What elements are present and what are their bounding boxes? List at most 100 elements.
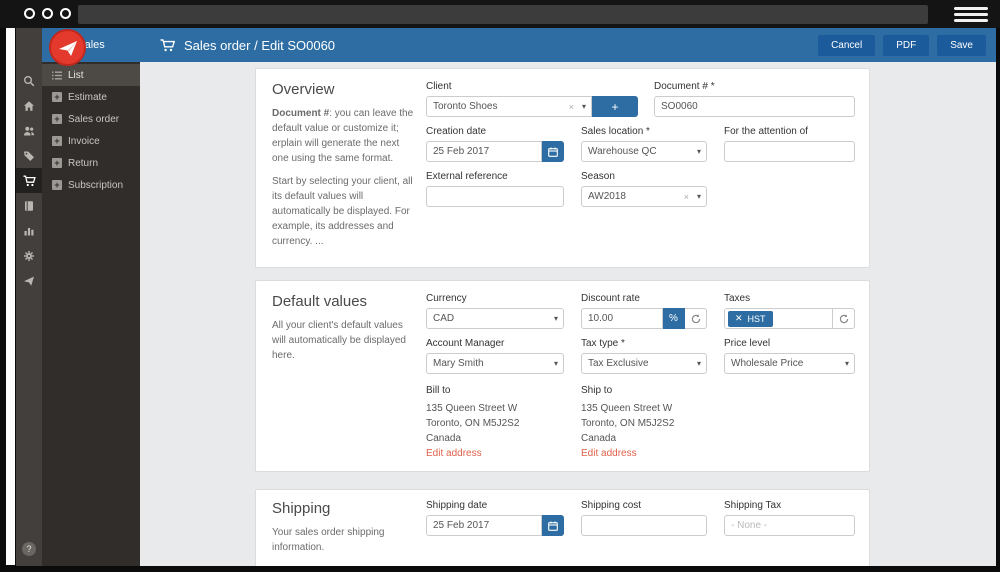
shipping-cost-input[interactable] [581, 515, 707, 536]
tax-chip[interactable]: ✕ HST [728, 310, 773, 327]
edit-bill-address-link[interactable]: Edit address [426, 448, 482, 459]
erplain-logo-icon[interactable] [49, 29, 86, 66]
products-tag-icon[interactable] [16, 143, 42, 168]
shipping-tax-input[interactable] [724, 515, 855, 536]
sidebar-item[interactable]: + Subscription [42, 174, 140, 196]
plus-square-icon: + [52, 114, 62, 124]
edit-ship-address-link[interactable]: Edit address [581, 448, 637, 459]
home-icon[interactable] [16, 93, 42, 118]
page-title: Sales order / Edit SO0060 [184, 37, 336, 53]
chevron-down-icon: ▾ [553, 359, 558, 368]
sidebar-menu: List + Estimate + Sales order [42, 62, 140, 196]
search-icon[interactable] [16, 68, 42, 93]
sales-location-select[interactable]: Warehouse QC ▾ [581, 141, 707, 162]
breadcrumb: Sales order / Edit SO0060 [160, 38, 335, 53]
document-number-input[interactable] [654, 96, 855, 117]
percent-button[interactable]: % [663, 308, 685, 329]
chevron-down-icon: ▾ [581, 102, 586, 111]
browser-topbar [0, 0, 1000, 28]
address-bar[interactable] [78, 5, 928, 24]
creation-date-label: Creation date [426, 126, 487, 137]
help-button[interactable]: ? [16, 542, 42, 556]
default-values-help: All your client's default values will au… [272, 320, 406, 361]
sidebar-item-label: Subscription [68, 179, 124, 191]
discount-rate-label: Discount rate [581, 293, 640, 304]
calendar-icon[interactable] [542, 515, 564, 536]
sidebar-item-label: Sales order [68, 113, 120, 125]
currency-select[interactable]: CAD ▾ [426, 308, 564, 329]
sales-cart-icon[interactable] [16, 168, 42, 193]
default-values-title: Default values [272, 293, 368, 310]
clear-icon[interactable]: × [683, 191, 689, 202]
external-reference-label: External reference [426, 171, 508, 182]
list-icon [52, 70, 62, 80]
account-manager-select[interactable]: Mary Smith ▾ [426, 353, 564, 374]
hamburger-menu-icon[interactable] [954, 5, 988, 24]
pdf-button[interactable]: PDF [883, 34, 930, 56]
attention-input[interactable] [724, 141, 855, 162]
contacts-icon[interactable] [16, 118, 42, 143]
sales-location-label: Sales location * [581, 126, 650, 137]
cancel-button[interactable]: Cancel [818, 34, 876, 56]
taxes-label: Taxes [724, 293, 751, 304]
chevron-down-icon: ▾ [696, 192, 701, 201]
chevron-down-icon: ▾ [844, 359, 849, 368]
sidebar-item[interactable]: + Estimate [42, 86, 140, 108]
plus-square-icon: + [52, 180, 62, 190]
shipping-card: Shipping Your sales order shipping infor… [255, 489, 870, 566]
shipping-title: Shipping [272, 500, 331, 517]
window-minimize-button[interactable] [42, 8, 53, 19]
price-level-select[interactable]: Wholesale Price ▾ [724, 353, 855, 374]
plus-square-icon: + [52, 136, 62, 146]
plus-square-icon: + [52, 92, 62, 102]
attention-label: For the attention of [724, 126, 808, 137]
refresh-icon[interactable] [833, 308, 855, 329]
icon-rail: ? [16, 28, 42, 566]
header-actions: Cancel PDF Save [818, 34, 986, 56]
reports-chart-icon[interactable] [16, 218, 42, 243]
page-edge [6, 28, 15, 565]
integrations-plane-icon[interactable] [16, 268, 42, 293]
sidebar: Sales List + Estimate [42, 28, 140, 566]
sidebar-item[interactable]: + Sales order [42, 108, 140, 130]
sidebar-item-label: Invoice [68, 135, 100, 147]
plus-square-icon: + [52, 158, 62, 168]
sidebar-item-label: Estimate [68, 91, 107, 103]
clear-icon[interactable]: × [568, 101, 574, 112]
season-select[interactable]: AW2018 × ▾ [581, 186, 707, 207]
add-client-button[interactable]: + [592, 96, 638, 117]
ship-to-address: Ship to 135 Queen Street W Toronto, ON M… [581, 385, 675, 459]
shipping-help: Your sales order shipping information. [272, 527, 385, 553]
shipping-cost-label: Shipping cost [581, 500, 642, 511]
window-controls[interactable] [24, 8, 71, 19]
currency-label: Currency [426, 293, 467, 304]
shipping-date-input[interactable] [426, 515, 542, 536]
bill-to-address: Bill to 135 Queen Street W Toronto, ON M… [426, 385, 520, 459]
client-select[interactable]: Toronto Shoes × ▾ [426, 96, 592, 117]
window-close-button[interactable] [24, 8, 35, 19]
overview-help: Document #: you can leave the default va… [272, 108, 414, 247]
purchases-book-icon[interactable] [16, 193, 42, 218]
calendar-icon[interactable] [542, 141, 564, 162]
remove-icon[interactable]: ✕ [735, 313, 743, 323]
shipping-tax-label: Shipping Tax [724, 500, 782, 511]
cart-icon [160, 38, 175, 52]
save-button[interactable]: Save [937, 34, 986, 56]
discount-rate-input[interactable] [581, 308, 663, 329]
taxes-field[interactable]: ✕ HST [724, 308, 833, 329]
main-content: Overview Document #: you can leave the d… [140, 62, 996, 566]
sidebar-item[interactable]: List [42, 64, 140, 86]
sidebar-item-label: List [68, 69, 84, 81]
settings-gear-icon[interactable] [16, 243, 42, 268]
sidebar-item[interactable]: + Return [42, 152, 140, 174]
window-maximize-button[interactable] [60, 8, 71, 19]
default-values-card: Default values All your client's default… [255, 280, 870, 472]
external-reference-input[interactable] [426, 186, 564, 207]
shipping-date-label: Shipping date [426, 500, 488, 511]
creation-date-input[interactable] [426, 141, 542, 162]
season-label: Season [581, 171, 615, 182]
refresh-icon[interactable] [685, 308, 707, 329]
tax-type-select[interactable]: Tax Exclusive ▾ [581, 353, 707, 374]
app-window: ? Sales List [16, 28, 996, 566]
sidebar-item[interactable]: + Invoice [42, 130, 140, 152]
